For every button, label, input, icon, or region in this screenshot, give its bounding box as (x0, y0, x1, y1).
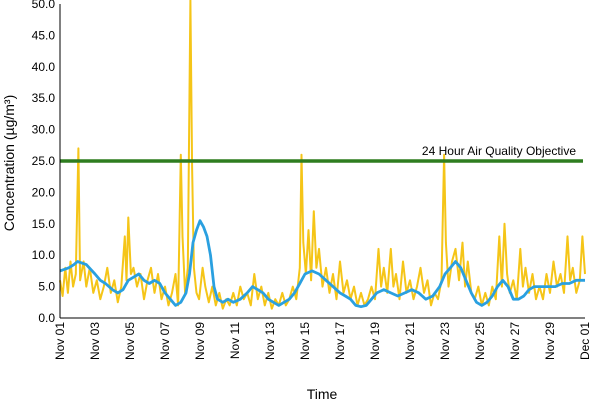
objective-label: 24 Hour Air Quality Objective (422, 144, 576, 158)
plot-area: 24 Hour Air Quality Objective (59, 0, 586, 310)
x-tick-label: Nov 01 (53, 322, 67, 360)
x-tick-label: Nov 19 (368, 322, 382, 360)
y-tick-label: 0.0 (38, 311, 55, 325)
y-tick-label: 5.0 (38, 280, 55, 294)
x-tick-label: Nov 09 (193, 322, 207, 360)
x-tick-label: Nov 15 (298, 322, 312, 360)
x-axis-title: Time (307, 386, 338, 400)
y-tick-label: 30.0 (32, 123, 56, 137)
y-tick-label: 25.0 (32, 154, 56, 168)
y-tick-label: 35.0 (32, 91, 56, 105)
y-tick-label: 50.0 (32, 0, 56, 11)
x-tick-label: Nov 29 (543, 322, 557, 360)
x-tick-label: Nov 17 (333, 322, 347, 360)
y-tick-label: 40.0 (32, 60, 56, 74)
x-axis: Nov 01 Nov 03 Nov 05 Nov 07 Nov 09 Nov 11 Nov … (53, 317, 592, 360)
x-tick-label: Nov 21 (403, 322, 417, 360)
y-axis: 0.0 5.0 10.0 15.0 20.0 25.0 30.0 35.0 40.0 45.0 50… (32, 0, 61, 325)
y-tick-label: 20.0 (32, 185, 56, 199)
y-axis-title: Concentration (µg/m³) (1, 95, 17, 231)
y-tick-label: 45.0 (32, 28, 56, 42)
x-tick-label: Nov 13 (263, 322, 277, 360)
x-tick-label: Nov 07 (158, 322, 172, 360)
series-line-2 (59, 219, 585, 309)
x-tick-label: Dec 01 (578, 322, 592, 360)
y-tick-label: 10.0 (32, 248, 56, 262)
x-tick-label: Nov 23 (438, 322, 452, 360)
x-tick-label: Nov 05 (123, 322, 137, 360)
x-tick-label: Nov 27 (508, 322, 522, 360)
y-tick-label: 15.0 (32, 217, 56, 231)
series-line-1 (59, 0, 586, 310)
x-tick-label: Nov 11 (228, 322, 242, 359)
x-tick-label: Nov 03 (88, 322, 102, 360)
x-tick-label: Nov 25 (473, 322, 487, 360)
